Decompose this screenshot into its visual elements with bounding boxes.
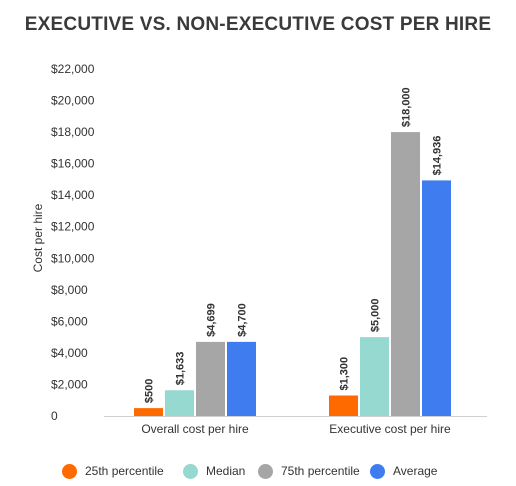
- bar: [165, 390, 194, 416]
- y-tick-label: $20,000: [51, 94, 95, 108]
- data-label: $500: [144, 379, 156, 403]
- x-tick-label: Overall cost per hire: [141, 422, 249, 436]
- y-tick-label: 0: [51, 409, 58, 423]
- bar: [391, 132, 420, 416]
- bar: [422, 180, 451, 416]
- y-tick-label: $2,000: [51, 377, 88, 391]
- legend-swatch: [258, 463, 273, 479]
- legend-swatch: [183, 463, 198, 479]
- legend-item: Median: [183, 461, 245, 481]
- x-tick-label: Executive cost per hire: [329, 422, 451, 436]
- y-tick-label: $14,000: [51, 188, 95, 202]
- legend-label: Median: [206, 464, 246, 478]
- y-tick-label: $10,000: [51, 251, 95, 265]
- bar: [360, 337, 389, 416]
- y-tick-label: $18,000: [51, 125, 95, 139]
- legend-label: 25th percentile: [85, 464, 164, 478]
- legend-item: 25th percentile: [62, 461, 164, 481]
- bar: [227, 341, 256, 416]
- legend-swatch: [370, 463, 385, 479]
- data-label: $5,000: [370, 298, 382, 332]
- legend-item: Average: [370, 461, 437, 481]
- bar: [196, 341, 225, 416]
- y-tick-label: $4,000: [51, 346, 88, 360]
- bar: [134, 408, 163, 416]
- legend-label: 75th percentile: [281, 464, 360, 478]
- data-label: $1,300: [339, 357, 351, 391]
- data-label: $4,699: [206, 303, 218, 337]
- legend: 25th percentile Median 75th percentile Aver…: [0, 461, 516, 481]
- data-label: $14,936: [432, 136, 444, 176]
- y-tick-label: $8,000: [51, 283, 88, 297]
- y-tick-label: $16,000: [51, 157, 95, 171]
- legend-item: 75th percentile: [258, 461, 360, 481]
- data-label: $18,000: [401, 87, 413, 127]
- y-tick-label: $22,000: [51, 62, 95, 76]
- y-tick-label: $12,000: [51, 220, 95, 234]
- y-tick-label: $6,000: [51, 314, 88, 328]
- data-label: $1,633: [175, 352, 187, 386]
- bar: [329, 395, 358, 416]
- legend-swatch: [62, 463, 77, 479]
- chart-title: EXECUTIVE VS. NON-EXECUTIVE COST PER HIR…: [24, 14, 492, 35]
- data-label: $4,700: [237, 303, 249, 337]
- y-axis-label: Cost per hire: [31, 203, 45, 272]
- legend-label: Average: [393, 464, 438, 478]
